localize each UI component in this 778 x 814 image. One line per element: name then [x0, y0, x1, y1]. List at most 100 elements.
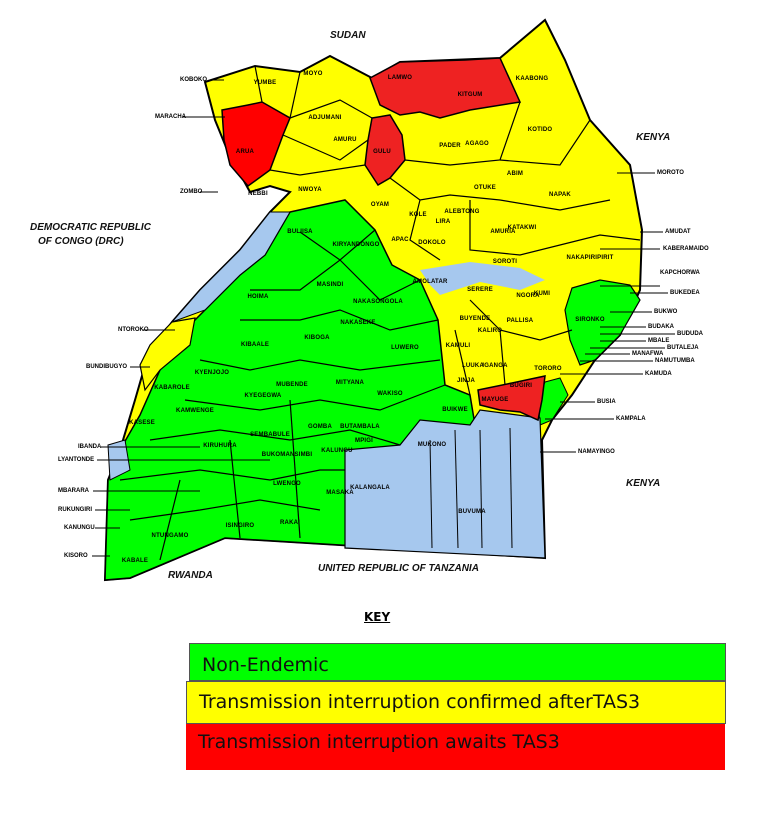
- region-confirmed-ntoroko: [139, 317, 196, 392]
- district-label: KYEGEGWA: [244, 393, 282, 399]
- district-borders: [119, 65, 641, 561]
- district-label: SEMBABULE: [250, 432, 290, 438]
- district-label: LUWERO: [391, 345, 419, 351]
- district-label: PADER: [439, 143, 461, 149]
- district-label: IGANGA: [482, 363, 508, 369]
- district-label: LAMWO: [387, 75, 413, 81]
- district-callout-label: MARACHA: [155, 114, 186, 120]
- district-label: ISINGIRO: [225, 523, 255, 529]
- district-callout-label: BUDAKA: [648, 324, 674, 330]
- country-label-kenya-north: KENYA: [636, 132, 671, 143]
- district-callout-label: KAMPALA: [616, 416, 646, 422]
- district-label: KALIRO: [477, 328, 503, 334]
- district-callout-label: IBANDA: [78, 444, 102, 450]
- region-awaits-lamwo-kitgum: [369, 57, 522, 119]
- district-label: KOLE: [409, 212, 427, 218]
- district-label: ALEBTONG: [444, 209, 480, 215]
- lake-kyoga: [420, 262, 545, 295]
- district-callout-label: BUKWO: [654, 309, 678, 315]
- district-callout-label: MOROTO: [657, 170, 684, 176]
- district-label: BUYENDE: [459, 316, 491, 322]
- district-callout-label: BUDUDA: [677, 331, 703, 337]
- district-label: BUGIRI: [509, 383, 533, 389]
- region-awaits-bugiri-mayuge: [477, 375, 546, 422]
- district-label: BUIKWE: [442, 407, 468, 413]
- district-callout-label: KABERAMAIDO: [663, 246, 709, 252]
- district-label: OYAM: [370, 202, 390, 208]
- district-label: NEBBI: [248, 191, 268, 197]
- district-label: PALLISA: [506, 318, 534, 324]
- district-callout-label: BUNDIBUGYO: [86, 364, 128, 370]
- country-label-rwanda: RWANDA: [168, 570, 213, 581]
- district-label: GULU: [373, 149, 391, 155]
- district-label: MUBENDE: [276, 382, 308, 388]
- district-label: ABIM: [506, 171, 524, 177]
- district-callout-label: MANAFWA: [632, 351, 664, 357]
- key-label: Non-Endemic: [202, 654, 329, 676]
- key-label: Transmission interruption awaits TAS3: [198, 731, 560, 753]
- district-label: KIBAALE: [240, 342, 270, 348]
- district-callout-label: NTOROKO: [118, 327, 149, 333]
- district-label: KAABONG: [515, 76, 549, 82]
- district-callout-label: KISORO: [64, 553, 88, 559]
- district-label: OTUKE: [474, 185, 496, 191]
- key-item-awaits: Transmission interruption awaits TAS3: [186, 724, 725, 770]
- country-label-drc-2: OF CONGO (DRC): [38, 236, 124, 247]
- district-label: NWOYA: [298, 187, 322, 193]
- district-label: LWENGO: [273, 481, 301, 487]
- district-callout-label: KANUNGU: [64, 525, 95, 531]
- country-label-kenya-south: KENYA: [626, 478, 661, 489]
- district-label: ARUA: [235, 149, 255, 155]
- district-label: BUVUMA: [458, 509, 486, 515]
- key-item-non-endemic: Non-Endemic: [189, 643, 726, 681]
- district-label: AMURU: [333, 137, 357, 143]
- district-label: DOKOLO: [418, 240, 446, 246]
- district-label: NGORA: [516, 293, 540, 299]
- district-label: RAKAI: [280, 520, 300, 526]
- district-label: MAYUGE: [481, 397, 509, 403]
- district-label: MUKONO: [417, 442, 447, 448]
- district-label: MOYO: [303, 71, 323, 77]
- district-label: BULIISA: [287, 229, 313, 235]
- key-item-confirmed: Transmission interruption confirmed afte…: [186, 681, 726, 724]
- region-awaits-arua: [221, 101, 291, 188]
- district-label: KOTIDO: [527, 127, 553, 133]
- district-label: SIRONKO: [575, 317, 605, 323]
- district-label: KAMULI: [445, 343, 471, 349]
- district-label: KALUNGU: [321, 448, 353, 454]
- district-label: KAMWENGE: [176, 408, 214, 414]
- district-label: WAKISO: [377, 391, 403, 397]
- district-label: JINJA: [456, 378, 476, 384]
- district-label: KABAROLE: [154, 385, 190, 391]
- district-label: KIRYANDONGO: [332, 242, 380, 248]
- district-callout-label: AMUDAT: [665, 229, 691, 235]
- district-callout-label: BUTALEJA: [667, 345, 699, 351]
- district-label: KYENJOJO: [194, 370, 230, 376]
- district-callout-label: ZOMBO: [180, 189, 203, 195]
- district-label: KIBOGA: [304, 335, 330, 341]
- district-label: AMURIA: [490, 229, 516, 235]
- country-label-tanzania: UNITED REPUBLIC OF TANZANIA: [318, 563, 479, 574]
- district-label: KASESE: [129, 420, 155, 426]
- district-label: ADJUMANI: [308, 115, 342, 121]
- district-label: BUKOMANSIMBI: [261, 452, 313, 458]
- key-title: KEY: [364, 610, 391, 624]
- district-callout-label: MBARARA: [58, 488, 89, 494]
- district-callout-label: KAPCHORWA: [660, 270, 700, 276]
- district-label: AGAGO: [465, 141, 489, 147]
- district-label: KALANGALA: [350, 485, 390, 491]
- district-label: AMOLATAR: [412, 279, 448, 285]
- district-label: NTUNGAMO: [151, 533, 189, 539]
- district-label: NAKAPIRIPIRIT: [566, 255, 614, 261]
- district-callout-label: BUSIA: [597, 399, 616, 405]
- district-label: TORORO: [534, 366, 562, 372]
- district-label: HOIMA: [247, 294, 269, 300]
- district-callout-label: KOBOKO: [180, 77, 207, 83]
- district-label: MITYANA: [335, 380, 365, 386]
- district-label: SOROTI: [492, 259, 518, 265]
- district-label: LIRA: [435, 219, 451, 225]
- district-callout-label: RUKUNGIRI: [58, 507, 92, 513]
- district-label: SERERE: [467, 287, 493, 293]
- country-label-sudan: SUDAN: [330, 30, 366, 41]
